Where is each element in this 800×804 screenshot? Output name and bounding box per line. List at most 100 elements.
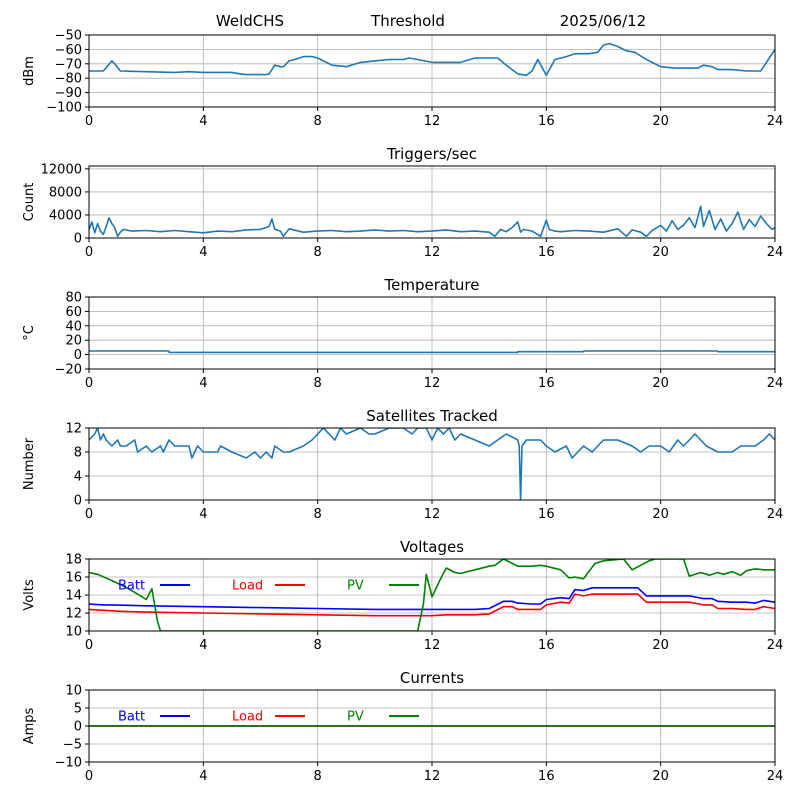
series-line-0	[89, 205, 775, 238]
header-site: WeldCHS	[216, 12, 284, 30]
series-group	[89, 350, 775, 354]
y-tick-label: 18	[65, 553, 82, 568]
x-tick-label: 24	[767, 245, 784, 260]
y-tick-label: 60	[65, 305, 82, 320]
y-axis-label: °C	[22, 325, 37, 341]
x-tick-label: 0	[85, 638, 93, 653]
y-tick-label: 0	[74, 720, 82, 735]
y-tick-label: −80	[55, 72, 82, 87]
panel-title: Satellites Tracked	[366, 407, 497, 425]
y-tick-label: 12	[65, 607, 82, 622]
x-tick-label: 20	[652, 507, 669, 522]
y-tick-label: 80	[65, 291, 82, 306]
y-axis-label: Count	[22, 183, 37, 222]
y-tick-label: −100	[46, 101, 82, 116]
legend-label: Batt	[118, 579, 145, 594]
y-tick-label: 4000	[49, 208, 82, 223]
x-tick-label: 8	[314, 245, 322, 260]
y-axis-label: dBm	[22, 56, 37, 86]
y-tick-label: −10	[55, 756, 82, 771]
legend-label: PV	[347, 710, 364, 725]
x-tick-label: 12	[424, 376, 441, 391]
y-tick-label: −5	[63, 738, 82, 753]
x-tick-label: 0	[85, 376, 93, 391]
y-tick-label: 10	[65, 625, 82, 640]
y-tick-label: 8000	[49, 185, 82, 200]
series-line-batt	[89, 586, 775, 611]
y-tick-label: 12	[65, 422, 82, 437]
legend-label: Load	[232, 579, 263, 594]
x-tick-label: 24	[767, 376, 784, 391]
y-tick-label: 14	[65, 589, 82, 604]
panel-title: Currents	[400, 669, 464, 687]
y-tick-label: 16	[65, 571, 82, 586]
x-tick-label: 0	[85, 507, 93, 522]
y-tick-label: −90	[55, 86, 82, 101]
x-tick-label: 12	[424, 638, 441, 653]
y-tick-label: 12000	[41, 162, 82, 177]
x-tick-label: 12	[424, 769, 441, 784]
y-tick-label: 20	[65, 334, 82, 349]
x-tick-label: 16	[538, 376, 555, 391]
y-tick-label: 5	[74, 702, 82, 717]
legend-label: Batt	[118, 710, 145, 725]
x-tick-label: 8	[314, 507, 322, 522]
y-tick-label: −70	[55, 57, 82, 72]
y-tick-label: 8	[74, 446, 82, 461]
x-tick-label: 8	[314, 376, 322, 391]
legend-label: PV	[347, 579, 364, 594]
y-tick-label: −50	[55, 29, 82, 44]
x-tick-label: 4	[199, 245, 207, 260]
x-tick-label: 12	[424, 507, 441, 522]
y-tick-label: 4	[74, 470, 82, 485]
x-tick-label: 4	[199, 638, 207, 653]
x-tick-label: 16	[538, 638, 555, 653]
series-group	[89, 559, 775, 631]
panel-triggers: 0 4 8 12 16 20 24 0 4000 8000 12000 Triggers/sec Cou…	[22, 145, 783, 260]
panel-rssi: 0 4 8 12 16 20 24 −100−90−80−70−60−50 dBm	[22, 29, 783, 130]
x-tick-label: 12	[424, 245, 441, 260]
y-axis-label: Number	[22, 437, 37, 490]
x-tick-label: 8	[314, 638, 322, 653]
panel-currents: 0 4 8 12 16 20 24 −10 −5 0 5 10 Currents Amps Batt Load…	[22, 669, 783, 784]
panel-satellites: 0 4 8 12 16 20 24 0 4 8 12 Satellites Tracked Number	[22, 407, 783, 522]
series-group	[89, 42, 775, 77]
x-tick-label: 16	[538, 114, 555, 129]
y-axis-label: Volts	[22, 579, 37, 611]
series-group	[89, 205, 775, 238]
x-tick-label: 0	[85, 245, 93, 260]
panel-title: Temperature	[383, 276, 479, 294]
header-date: 2025/06/12	[560, 12, 646, 30]
y-tick-label: 0	[74, 232, 82, 247]
x-tick-label: 0	[85, 769, 93, 784]
series-line-0	[89, 428, 775, 500]
y-tick-label: −60	[55, 43, 82, 58]
y-tick-label: 0	[74, 348, 82, 363]
x-tick-label: 20	[652, 245, 669, 260]
series-line-pv	[89, 559, 775, 631]
x-tick-label: 20	[652, 638, 669, 653]
header-mode: Threshold	[370, 12, 445, 30]
x-tick-label: 20	[652, 769, 669, 784]
series-line-0	[89, 350, 775, 354]
legend-label: Load	[232, 710, 263, 725]
x-tick-label: 24	[767, 507, 784, 522]
y-tick-label: 0	[74, 494, 82, 509]
panel-title: Triggers/sec	[386, 145, 477, 163]
x-tick-label: 8	[314, 769, 322, 784]
series-group	[89, 428, 775, 500]
x-tick-label: 24	[767, 114, 784, 129]
panel-title: Voltages	[400, 538, 464, 556]
series-line-load	[89, 593, 775, 617]
x-tick-label: 24	[767, 769, 784, 784]
x-tick-label: 20	[652, 114, 669, 129]
x-tick-label: 4	[199, 114, 207, 129]
y-axis-label: Amps	[22, 707, 37, 744]
panel-voltages: 0 4 8 12 16 20 24 10 12 14 16 18 Voltages Volts Batt Lo…	[22, 538, 783, 653]
x-tick-label: 4	[199, 769, 207, 784]
x-tick-label: 8	[314, 114, 322, 129]
